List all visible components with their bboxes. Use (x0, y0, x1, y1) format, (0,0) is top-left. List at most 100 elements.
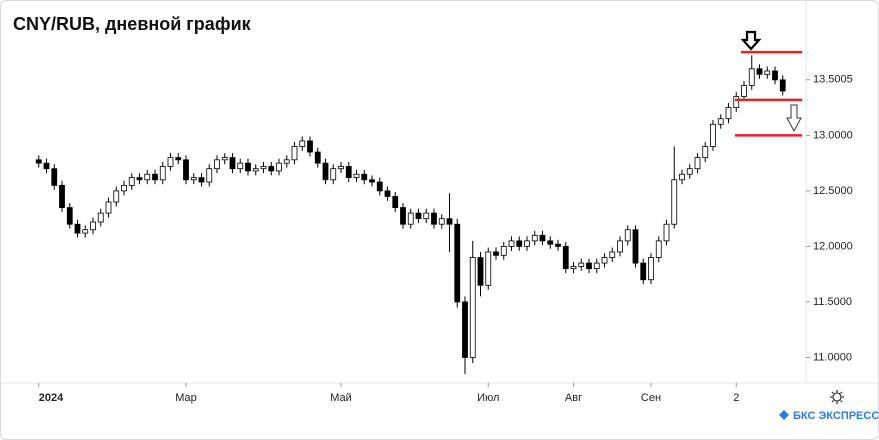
candle-body (524, 240, 530, 247)
candle-body (97, 212, 104, 223)
candle-body (384, 190, 391, 197)
chart-title: CNY/RUB, дневной график (13, 14, 252, 34)
candle-body (338, 166, 344, 170)
down-arrow-top (740, 30, 762, 51)
candle-body (136, 177, 143, 181)
candle-body (51, 168, 58, 186)
candle-body (276, 162, 282, 172)
candle-body (632, 229, 639, 264)
candle-body (725, 107, 732, 120)
candle-body (245, 162, 251, 172)
candle-body (648, 257, 654, 281)
candle-body (431, 212, 437, 225)
gear[interactable] (832, 392, 842, 402)
down-arrow-target (786, 104, 802, 133)
candle-body (694, 157, 701, 170)
brand-name: БКС ЭКСПРЕСС (793, 410, 878, 422)
candle-body (462, 301, 468, 358)
candle-body (756, 68, 763, 75)
candle-body (229, 157, 236, 170)
candle-body (562, 246, 569, 270)
candle-body (291, 146, 298, 161)
candle-body (469, 257, 476, 358)
candle-body (593, 262, 600, 270)
candle-body (206, 168, 213, 183)
candle-body (500, 246, 507, 256)
candle-body (159, 166, 166, 181)
candle-body (268, 166, 275, 172)
candle-body (686, 168, 693, 175)
candle-body (624, 229, 631, 242)
candle-body (446, 218, 453, 225)
candle-body (493, 251, 499, 256)
candle-body (748, 68, 755, 86)
candle-body (764, 70, 771, 75)
candle-body (508, 240, 515, 247)
settings-icon[interactable] (830, 390, 844, 404)
candle-body (578, 262, 585, 267)
y-tick-label: 11.0000 (813, 351, 852, 363)
candle-body (90, 221, 96, 231)
candle-body (570, 266, 577, 270)
x-tick-label: Май (330, 392, 352, 404)
candle-body (345, 166, 352, 178)
x-tick-label: Июл (477, 392, 499, 404)
brand-mark (779, 410, 789, 420)
candle-body (152, 173, 158, 181)
candle-body (400, 207, 406, 225)
candle-body (221, 157, 228, 161)
candle-body (516, 240, 523, 247)
candle-body (299, 140, 306, 147)
candle-body (679, 173, 685, 181)
candle-body (144, 173, 151, 181)
candle-body (392, 196, 399, 208)
candle-body (59, 184, 65, 208)
x-tick-label: Сен (641, 392, 661, 404)
candle-body (531, 234, 538, 242)
candle-body (190, 177, 197, 181)
candle-body (214, 159, 220, 170)
candle-body (128, 177, 135, 186)
candle-body (74, 223, 81, 234)
candle-body (369, 179, 375, 183)
candle-body (477, 257, 484, 286)
candle-body (66, 207, 73, 225)
candle-body (105, 201, 112, 214)
candle-body (702, 146, 709, 158)
candle-body (423, 212, 430, 220)
candle-body (198, 177, 205, 183)
candle-body (617, 240, 623, 253)
candle-body (43, 162, 50, 170)
candle-body (175, 157, 182, 161)
gear-teeth[interactable] (830, 390, 844, 404)
candle-body (710, 123, 716, 147)
candle-body (555, 243, 561, 247)
candle-body (167, 157, 174, 167)
candle-body (733, 96, 740, 109)
y-tick-label: 12.5000 (813, 185, 853, 197)
y-tick-label: 12.0000 (813, 240, 853, 252)
x-tick-label: Мар (175, 392, 197, 404)
candle-body (609, 251, 616, 258)
candle-body (322, 162, 329, 181)
y-tick-label: 13.0000 (813, 129, 853, 141)
candle-body (361, 173, 368, 181)
candle-body (671, 179, 678, 225)
candle-body (640, 262, 647, 281)
candle-body (485, 251, 492, 286)
candle-body (717, 118, 724, 125)
candle-body (121, 184, 127, 192)
candle-body (35, 159, 42, 164)
candle-body (655, 240, 662, 258)
candle-body (376, 181, 383, 192)
y-tick-label: 13.5005 (813, 74, 853, 86)
brand-logo: БКС ЭКСПРЕСС (779, 410, 878, 422)
candle-body (741, 85, 747, 97)
candle-body (82, 229, 89, 234)
x-tick-label: 2 (733, 392, 739, 404)
candle-body (779, 79, 786, 92)
y-tick-label: 11.5000 (813, 296, 852, 308)
candle-body (353, 173, 360, 178)
candle-body (438, 218, 445, 225)
candle-body (183, 159, 189, 181)
